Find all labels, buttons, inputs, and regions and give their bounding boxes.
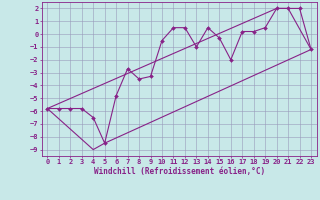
X-axis label: Windchill (Refroidissement éolien,°C): Windchill (Refroidissement éolien,°C) bbox=[94, 167, 265, 176]
